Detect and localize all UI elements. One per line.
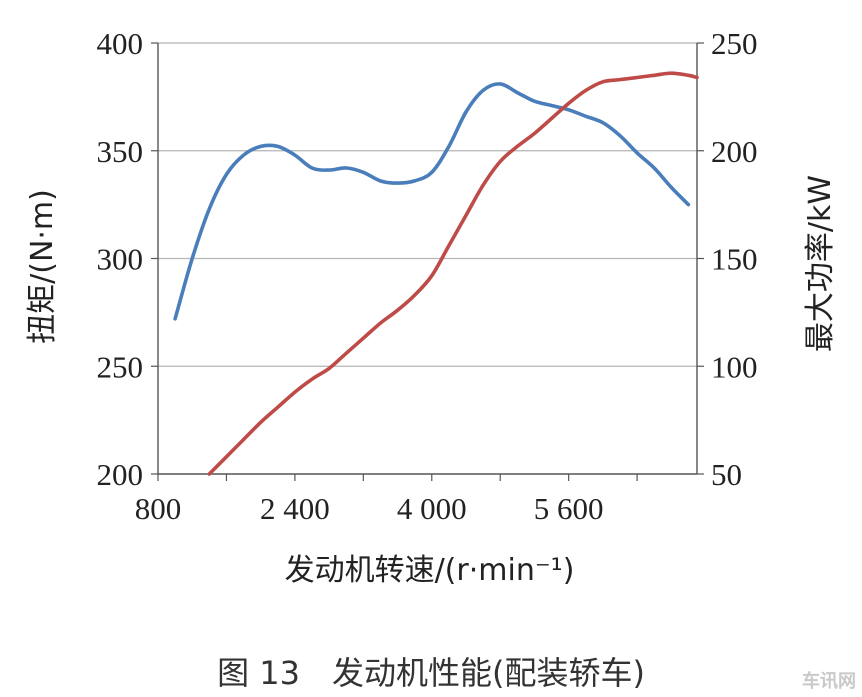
x-tick-label: 800 xyxy=(135,491,182,526)
series-lines xyxy=(173,71,699,476)
watermark-logo: 车讯网 xyxy=(802,671,856,692)
x-axis-title: 发动机转速/(r·min⁻¹) xyxy=(285,553,575,588)
left-y-axis-title: 扭矩/(N·m) xyxy=(25,189,60,344)
left-y-tick-label: 250 xyxy=(97,349,144,384)
torque-line xyxy=(173,82,691,321)
left-y-tick-label: 300 xyxy=(97,242,144,277)
right-y-tick-label: 250 xyxy=(711,26,758,61)
gridlines xyxy=(158,42,697,367)
x-tick-label: 4 000 xyxy=(397,491,467,526)
engine-performance-chart: 800 2 400 4 000 5 600 200 250 300 350 400 50 100 15… xyxy=(25,26,838,588)
right-y-axis-title: 最大功率/kW xyxy=(803,175,838,352)
tick-labels: 800 2 400 4 000 5 600 200 250 300 350 400 50 100 15… xyxy=(97,26,758,526)
left-y-tick-label: 350 xyxy=(97,134,144,169)
right-y-tick-label: 100 xyxy=(711,349,758,384)
right-y-tick-label: 50 xyxy=(711,457,742,492)
right-y-tick-label: 200 xyxy=(711,134,758,169)
figure-caption: 图 13 发动机性能(配装轿车) xyxy=(217,654,645,692)
x-tick-label: 5 600 xyxy=(534,491,604,526)
power-line xyxy=(207,71,699,476)
x-tick-label: 2 400 xyxy=(260,491,330,526)
axes xyxy=(151,42,704,481)
left-y-tick-label: 200 xyxy=(97,457,144,492)
right-y-tick-label: 150 xyxy=(711,242,758,277)
left-y-tick-label: 400 xyxy=(97,26,144,61)
